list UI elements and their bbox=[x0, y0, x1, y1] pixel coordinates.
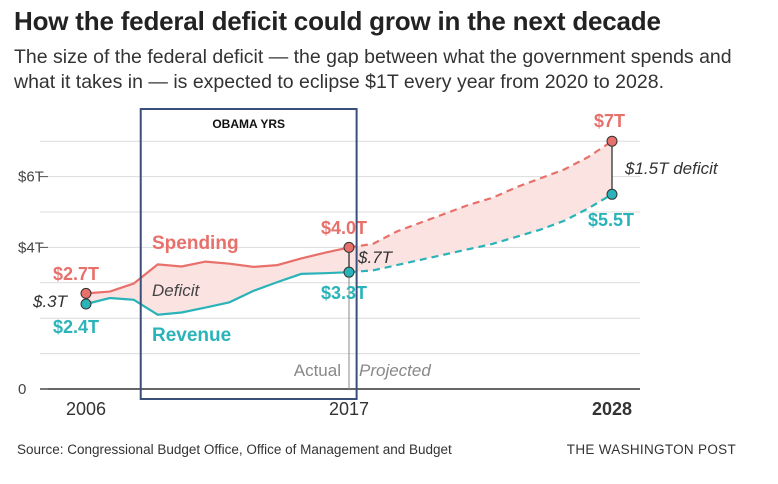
x-tick-label: 2017 bbox=[329, 399, 369, 419]
start-deficit-label: $.3T bbox=[32, 292, 69, 311]
end-deficit-label: $1.5T deficit bbox=[624, 159, 719, 178]
y-tick-label: 0 bbox=[18, 381, 26, 398]
revenue-point bbox=[80, 298, 92, 310]
y-tick-label: $6T bbox=[18, 169, 44, 186]
mid-deficit-label: $.7T bbox=[357, 248, 394, 267]
revenue-series-label: Revenue bbox=[152, 325, 231, 346]
spending-point bbox=[606, 135, 618, 147]
obama-years-label: OBAMA YRS bbox=[212, 117, 285, 131]
obama-years-box bbox=[139, 108, 358, 400]
chart-title: How the federal deficit could grow in th… bbox=[14, 6, 661, 36]
revenue-line-projected bbox=[348, 193, 613, 274]
spending-point bbox=[80, 287, 92, 299]
revenue-line-actual bbox=[85, 271, 350, 316]
deficit-series-label: Deficit bbox=[152, 281, 201, 300]
chart-subtitle: The size of the federal deficit — the ga… bbox=[14, 46, 732, 93]
x-tick-label: 2028 bbox=[592, 399, 632, 419]
end-revenue-label: $5.5T bbox=[588, 210, 634, 230]
projected-label: Projected bbox=[359, 361, 431, 380]
actual-label: Actual bbox=[294, 361, 341, 380]
deficit-area-projected bbox=[349, 141, 612, 273]
spending-line-actual bbox=[85, 246, 350, 295]
revenue-point bbox=[606, 188, 618, 200]
mid-spending-label: $4.0T bbox=[321, 218, 367, 238]
x-tick-label: 2006 bbox=[66, 399, 106, 419]
mid-revenue-label: $3.3T bbox=[321, 283, 367, 303]
end-spending-label: $7T bbox=[594, 111, 625, 131]
revenue-point bbox=[343, 266, 355, 278]
y-tick-label: $4T bbox=[18, 239, 44, 256]
publisher-credit: THE WASHINGTON POST bbox=[566, 442, 736, 457]
spending-line-projected bbox=[348, 140, 613, 249]
spending-point bbox=[343, 241, 355, 253]
start-spending-label: $2.7T bbox=[53, 264, 99, 284]
start-revenue-label: $2.4T bbox=[53, 317, 99, 337]
spending-series-label: Spending bbox=[152, 233, 239, 254]
source-note: Source: Congressional Budget Office, Off… bbox=[17, 442, 452, 457]
